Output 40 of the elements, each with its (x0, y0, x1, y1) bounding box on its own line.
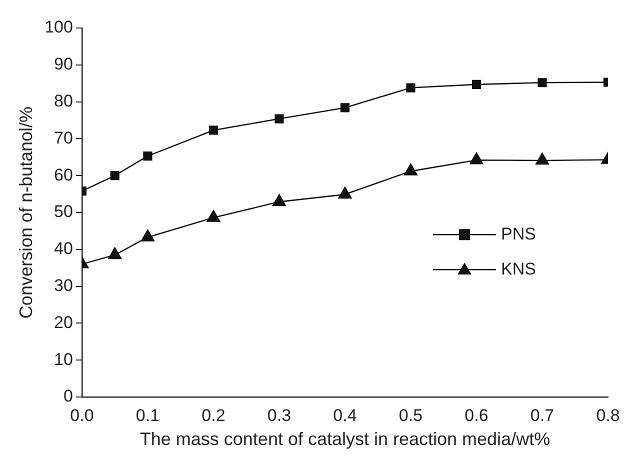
y-tick-label: 100 (44, 18, 73, 37)
x-tick-label: 0.0 (70, 406, 94, 425)
point (404, 164, 418, 176)
y-tick-label: 90 (54, 54, 73, 74)
point (472, 80, 482, 89)
x-tick-label: 0.6 (464, 406, 488, 425)
x-tick-label: 0.8 (596, 406, 620, 425)
point (406, 83, 416, 92)
point (536, 152, 549, 165)
point (141, 230, 154, 242)
x-axis-title: The mass content of catalyst in reaction media/wt% (140, 429, 550, 450)
point (538, 78, 547, 88)
y-tick-label: 70 (54, 128, 73, 148)
point (272, 194, 286, 206)
y-tick-label: 20 (54, 312, 73, 332)
point (110, 171, 120, 180)
y-tick-label: 30 (54, 276, 73, 295)
point (206, 210, 220, 222)
y-tick-label: 80 (54, 91, 73, 110)
y-tick-label: 0 (63, 386, 73, 406)
point (274, 114, 284, 124)
y-tick-label: 50 (54, 202, 73, 222)
x-tick-label: 0.4 (333, 406, 357, 425)
point (108, 247, 122, 260)
point (470, 152, 484, 164)
y-tick-label: 40 (54, 239, 73, 258)
legend-label: KNS (501, 259, 536, 278)
x-tick-label: 0.1 (136, 406, 160, 425)
y-tick-label: 60 (54, 165, 73, 184)
x-tick-label: 0.7 (530, 406, 554, 425)
point (338, 186, 352, 199)
x-tick-label: 0.2 (202, 406, 226, 425)
y-axis-title: Conversion of n-butanol/% (16, 106, 36, 319)
legend-label: PNS (501, 224, 536, 244)
point (208, 126, 218, 135)
x-tick-label: 0.5 (398, 406, 423, 425)
y-tick-label: 10 (54, 350, 73, 369)
x-tick-label: 0.3 (267, 406, 292, 425)
point (143, 152, 152, 161)
point (340, 103, 350, 112)
